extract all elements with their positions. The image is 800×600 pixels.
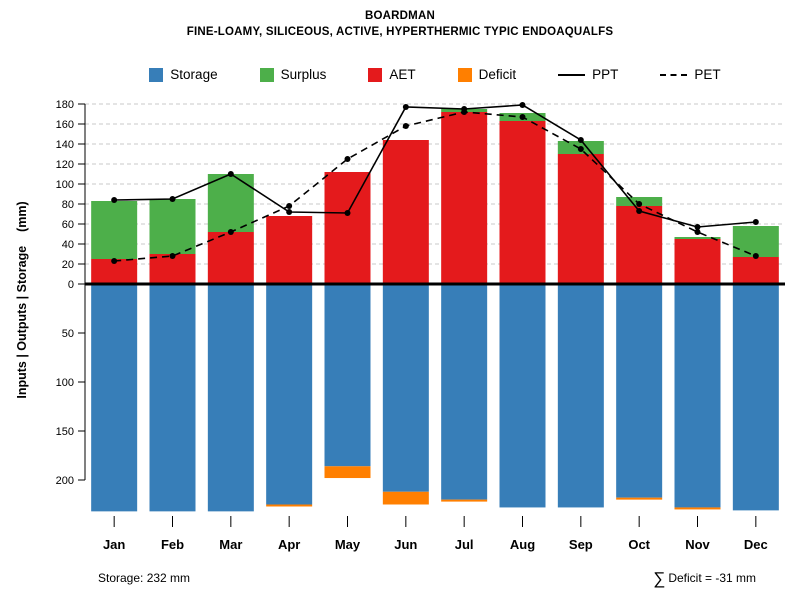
line-point-markers xyxy=(111,102,759,264)
legend-item-surplus: Surplus xyxy=(259,67,327,82)
deficit-swatch-icon xyxy=(457,67,472,82)
svg-text:Jun: Jun xyxy=(394,537,417,552)
y-axis: 0 20 40 60 80 100 120 140 160 180 50 100 150 200 xyxy=(56,99,86,487)
svg-text:0: 0 xyxy=(68,279,74,291)
svg-text:Aug: Aug xyxy=(510,537,535,552)
svg-text:Feb: Feb xyxy=(161,537,184,552)
svg-text:Jan: Jan xyxy=(103,537,125,552)
svg-text:160: 160 xyxy=(56,119,74,131)
svg-text:Sep: Sep xyxy=(569,537,593,552)
legend-item-pet: PET xyxy=(660,67,721,82)
svg-text:Jul: Jul xyxy=(455,537,474,552)
legend-label-aet: AET xyxy=(389,67,416,82)
svg-text:100: 100 xyxy=(56,377,74,389)
svg-text:Mar: Mar xyxy=(219,537,242,552)
gridlines xyxy=(85,103,785,265)
svg-text:60: 60 xyxy=(62,219,74,231)
storage-total-annotation: Storage: 232 mm xyxy=(98,571,191,585)
deficit-sum-annotation: ∑ Deficit = -31 mm xyxy=(653,569,756,589)
legend-item-storage: Storage xyxy=(149,67,218,82)
svg-text:80: 80 xyxy=(62,199,74,211)
solid-line-sample-icon xyxy=(558,73,586,76)
aet-swatch-icon xyxy=(368,67,383,82)
svg-text:100: 100 xyxy=(56,179,74,191)
aet-bars xyxy=(91,112,779,284)
ppt-line xyxy=(114,104,756,228)
svg-text:140: 140 xyxy=(56,139,74,151)
y-axis-label: Inputs | Outputs | Storage (mm) xyxy=(15,201,29,398)
x-axis: Jan Feb Mar Apr May Jun Jul Aug Sep Oct Nov Dec xyxy=(103,516,768,552)
legend-item-aet: AET xyxy=(368,67,416,82)
chart-subtitle: FINE-LOAMY, SILICEOUS, ACTIVE, HYPERTHER… xyxy=(186,25,614,38)
chart-titles: BOARDMAN FINE-LOAMY, SILICEOUS, ACTIVE, … xyxy=(0,9,800,40)
legend-label-storage: Storage xyxy=(170,67,218,82)
legend-label-surplus: Surplus xyxy=(280,67,327,82)
dashed-line-sample-icon xyxy=(660,73,688,76)
legend-item-ppt: PPT xyxy=(558,67,618,82)
legend-item-deficit: Deficit xyxy=(457,67,517,82)
svg-text:40: 40 xyxy=(62,239,74,251)
svg-text:20: 20 xyxy=(62,259,74,271)
pet-line xyxy=(114,111,757,262)
surplus-swatch-icon xyxy=(259,67,274,82)
deficit-bars xyxy=(266,466,721,510)
legend-label-deficit: Deficit xyxy=(478,67,517,82)
svg-text:50: 50 xyxy=(62,328,74,340)
svg-text:Apr: Apr xyxy=(278,537,300,552)
svg-text:Nov: Nov xyxy=(685,537,710,552)
svg-text:180: 180 xyxy=(56,99,74,111)
svg-text:120: 120 xyxy=(56,159,74,171)
svg-text:May: May xyxy=(335,537,361,552)
svg-text:Dec: Dec xyxy=(744,537,768,552)
chart-title: BOARDMAN xyxy=(365,10,435,22)
sigma-icon: ∑ xyxy=(653,569,666,588)
legend-label-ppt: PPT xyxy=(592,67,619,82)
deficit-sum-text: Deficit = -31 mm xyxy=(668,571,756,585)
chart-legend: Storage Surplus AET Deficit PPT PET xyxy=(85,67,785,82)
svg-text:Oct: Oct xyxy=(628,537,650,552)
svg-text:150: 150 xyxy=(56,426,74,438)
legend-label-pet: PET xyxy=(694,67,721,82)
storage-bars xyxy=(91,284,779,512)
svg-text:200: 200 xyxy=(56,475,74,487)
storage-swatch-icon xyxy=(149,67,164,82)
